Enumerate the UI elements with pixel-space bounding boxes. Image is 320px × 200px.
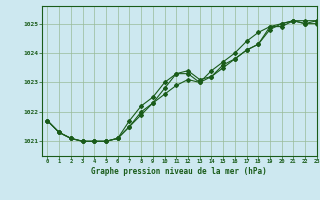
X-axis label: Graphe pression niveau de la mer (hPa): Graphe pression niveau de la mer (hPa) [91, 167, 267, 176]
